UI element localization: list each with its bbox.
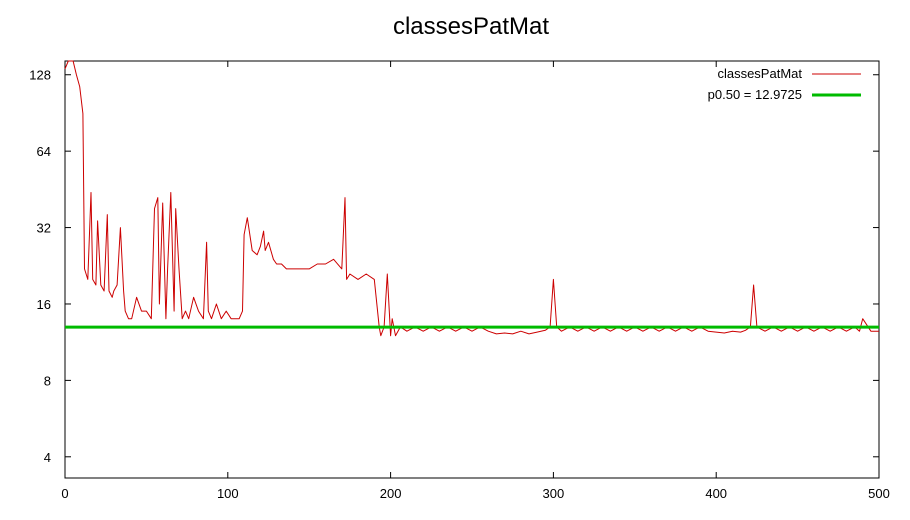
x-axis: 0 100 200 300 400 500 [61,61,890,501]
legend: classesPatMat p0.50 = 12.9725 [708,66,861,102]
y-tick-label: 64 [37,144,51,159]
y-tick-label: 8 [44,373,51,388]
legend-label-series-1: classesPatMat [717,66,802,81]
chart-title: classesPatMat [393,13,549,40]
series-layer [64,60,879,337]
x-tick-label: 400 [705,486,727,501]
x-tick-label: 300 [543,486,565,501]
y-tick-label: 128 [29,68,51,83]
plot-frame [64,60,880,479]
x-tick-label: 200 [380,486,402,501]
x-tick-label: 500 [868,486,890,501]
legend-label-series-2: p0.50 = 12.9725 [708,87,802,102]
y-tick-label: 4 [44,450,51,465]
y-tick-label: 32 [37,221,51,236]
x-tick-label: 100 [217,486,239,501]
y-tick-label: 16 [37,297,51,312]
x-tick-label: 0 [61,486,68,501]
series-line-1 [64,60,879,337]
y-axis: 4 8 16 32 64 128 [29,68,879,465]
